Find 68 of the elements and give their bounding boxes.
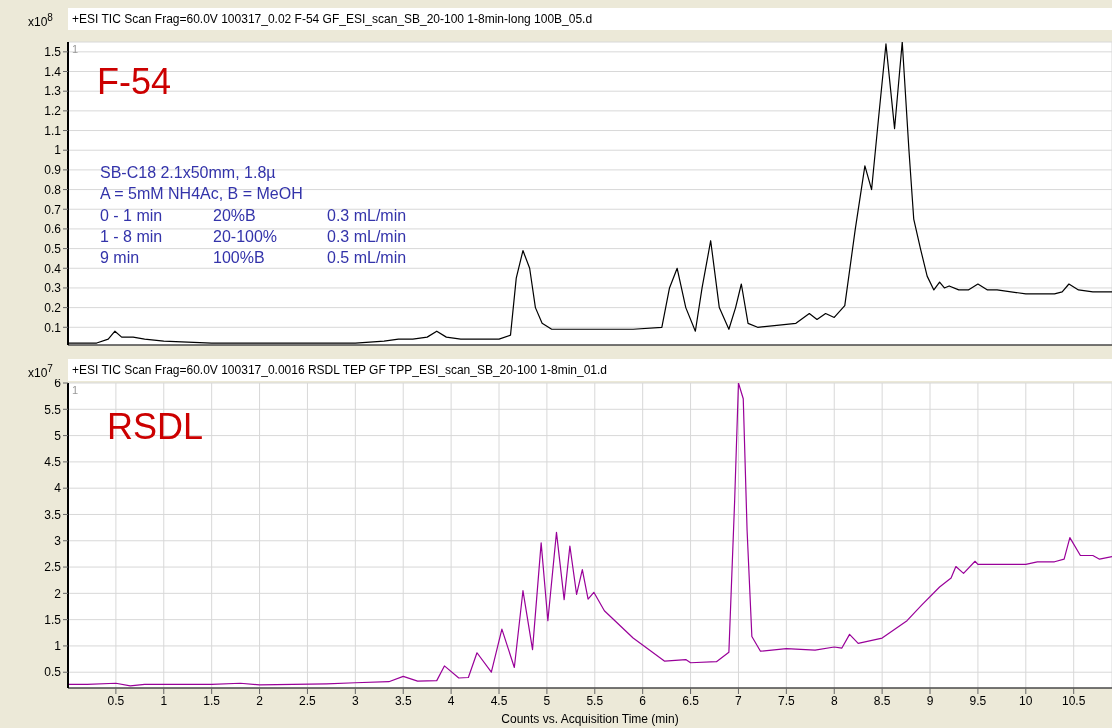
x-tick-label: 10 [1019, 693, 1033, 708]
y-tick-label: 2.5 [44, 560, 62, 575]
x-tick-label: 3.5 [394, 693, 412, 708]
y-tick-label: 1.4 [44, 64, 62, 79]
y-tick-label: 4.5 [44, 455, 62, 470]
y-tick-label: 5 [54, 428, 62, 443]
annotation: 20%B [213, 205, 256, 226]
y-tick-label: 1.2 [44, 104, 62, 119]
y-tick-label: 1 [54, 639, 62, 654]
y-tick-label: 0.5 [44, 241, 62, 256]
y-tick-label: 4 [54, 481, 62, 496]
y-tick-label: 1.5 [44, 45, 62, 60]
x-tick-label: 1.5 [203, 693, 221, 708]
annotation: 0.3 mL/min [327, 226, 407, 247]
annotation: 9 min [100, 248, 140, 269]
annotation: 1 - 8 min [100, 226, 163, 247]
x-tick-label: 10.5 [1062, 693, 1086, 708]
y-tick-label: 3.5 [44, 507, 62, 522]
x-tick-label: 5 [543, 693, 551, 708]
y-tick-label: 0.1 [44, 320, 62, 335]
y-tick-label: 5.5 [44, 402, 62, 417]
x-tick-label: 4 [447, 693, 455, 708]
y-tick-label: 2 [54, 586, 62, 601]
annotation: RSDL [107, 406, 204, 447]
annotation: SB-C18 2.1x50mm, 1.8µ [100, 163, 276, 183]
x-tick-label: 2.5 [299, 693, 317, 708]
y-tick-label: 1.5 [44, 612, 62, 627]
x-tick-label: 8 [830, 693, 838, 708]
y-tick-label: 0.6 [44, 222, 62, 237]
y-tick-label: 0.5 [44, 665, 62, 680]
y-tick-label: 0.2 [44, 300, 62, 315]
y-tick-label: 0.8 [44, 182, 62, 197]
x-tick-label: 9 [926, 693, 934, 708]
chart-title: +ESI TIC Scan Frag=60.0V 100317_0.0016 RSDL TEP GF TPP_ESI_scan_SB_20-100 1-8min_01.d [72, 363, 608, 377]
x-tick-label: 9.5 [969, 693, 987, 708]
annotation: 1 [72, 43, 79, 55]
x-tick-label: 4.5 [490, 693, 508, 708]
x-tick-label: 0.5 [107, 693, 125, 708]
y-tick-label: 0.9 [44, 163, 62, 178]
annotation: F-54 [97, 61, 172, 102]
annotation: A = 5mM NH4Ac, B = MeOH [100, 184, 303, 205]
x-tick-label: 7 [735, 693, 743, 708]
y-tick-label: 3 [54, 534, 62, 549]
y-tick-label: 1 [54, 143, 62, 158]
y-tick-label: 6 [54, 376, 62, 391]
x-tick-label: 2 [256, 693, 264, 708]
y-axis-title: x10$^{7}$ [28, 363, 53, 380]
x-tick-label: 6 [639, 693, 647, 708]
y-tick-label: 0.3 [44, 281, 62, 296]
x-axis-title: Counts vs. Acquisition Time (min) [500, 712, 680, 726]
annotation: 0 - 1 min [100, 205, 163, 226]
x-tick-label: 8.5 [873, 693, 891, 708]
y-tick-label: 1.3 [44, 84, 62, 99]
x-tick-label: 7.5 [778, 693, 796, 708]
y-tick-label: 0.4 [44, 261, 62, 276]
annotation: 100%B [213, 248, 265, 269]
x-tick-label: 5.5 [586, 693, 604, 708]
x-tick-label: 3 [352, 693, 359, 708]
annotation: 0.5 mL/min [327, 248, 407, 269]
x-tick-label: 6.5 [682, 693, 700, 708]
y-axis-title: x10$^{8}$ [28, 12, 53, 29]
annotation: 1 [72, 384, 79, 396]
annotation: 0.3 mL/min [327, 205, 407, 226]
annotation: 20-100% [213, 226, 278, 247]
y-tick-label: 0.7 [44, 202, 62, 217]
x-tick-label: 1 [160, 693, 168, 708]
y-tick-label: 1.1 [44, 123, 62, 138]
chart-title: +ESI TIC Scan Frag=60.0V 100317_0.02 F-54 GF_ESI_scan_SB_20-100 1-8min-long 100B_05.d [72, 12, 593, 26]
